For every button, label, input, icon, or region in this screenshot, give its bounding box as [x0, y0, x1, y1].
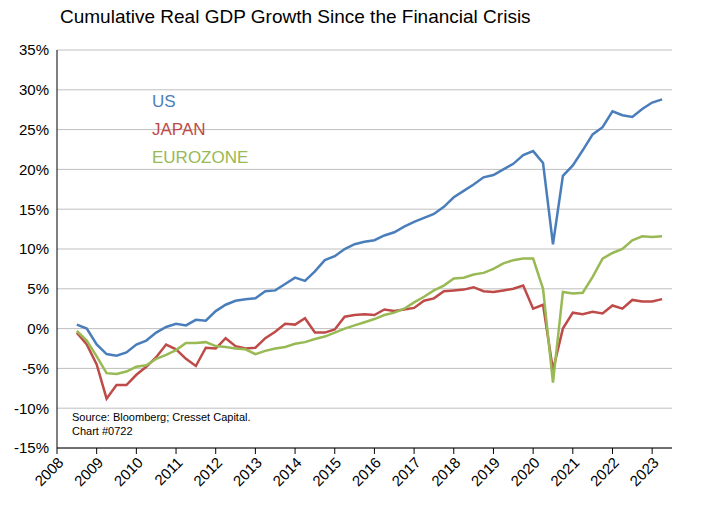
- svg-text:-10%: -10%: [14, 400, 49, 417]
- svg-text:2012: 2012: [190, 454, 226, 490]
- svg-text:2015: 2015: [309, 454, 345, 490]
- svg-text:25%: 25%: [19, 121, 49, 138]
- svg-text:2022: 2022: [587, 454, 623, 490]
- svg-text:0%: 0%: [27, 320, 49, 337]
- html-text:Cumulative Real GDP Growth Sin: Cumulative Real GDP Growth Since the Fin…: [60, 6, 531, 27]
- svg-text:2018: 2018: [428, 454, 464, 490]
- svg-text:2011: 2011: [151, 454, 186, 489]
- html-text:JAPAN: JAPAN: [152, 120, 206, 139]
- html-text:US: US: [152, 92, 176, 111]
- svg-text:2020: 2020: [507, 454, 543, 490]
- svg-text:2008: 2008: [31, 454, 67, 490]
- svg-text:20%: 20%: [19, 161, 49, 178]
- svg-text:30%: 30%: [19, 81, 49, 98]
- svg-text:2009: 2009: [71, 454, 107, 490]
- svg-text:2017: 2017: [388, 454, 424, 490]
- html-text:EUROZONE: EUROZONE: [152, 148, 249, 167]
- svg-text:35%: 35%: [19, 41, 49, 58]
- svg-text:2023: 2023: [626, 454, 662, 490]
- html-text:Chart #0722: Chart #0722: [72, 425, 133, 437]
- svg-text:15%: 15%: [19, 201, 49, 218]
- svg-text:2016: 2016: [348, 454, 384, 490]
- html-text:Source: Bloomberg; Cresset Cap: Source: Bloomberg; Cresset Capital.: [72, 411, 251, 423]
- svg-text:5%: 5%: [27, 280, 49, 297]
- svg-text:2013: 2013: [229, 454, 265, 490]
- svg-text:-5%: -5%: [22, 360, 49, 377]
- svg-text:-15%: -15%: [14, 439, 49, 456]
- svg-text:2019: 2019: [467, 454, 503, 490]
- svg-text:2021: 2021: [547, 454, 583, 490]
- svg-text:2010: 2010: [110, 454, 146, 490]
- svg-text:10%: 10%: [19, 240, 49, 257]
- svg-text:2014: 2014: [269, 454, 305, 490]
